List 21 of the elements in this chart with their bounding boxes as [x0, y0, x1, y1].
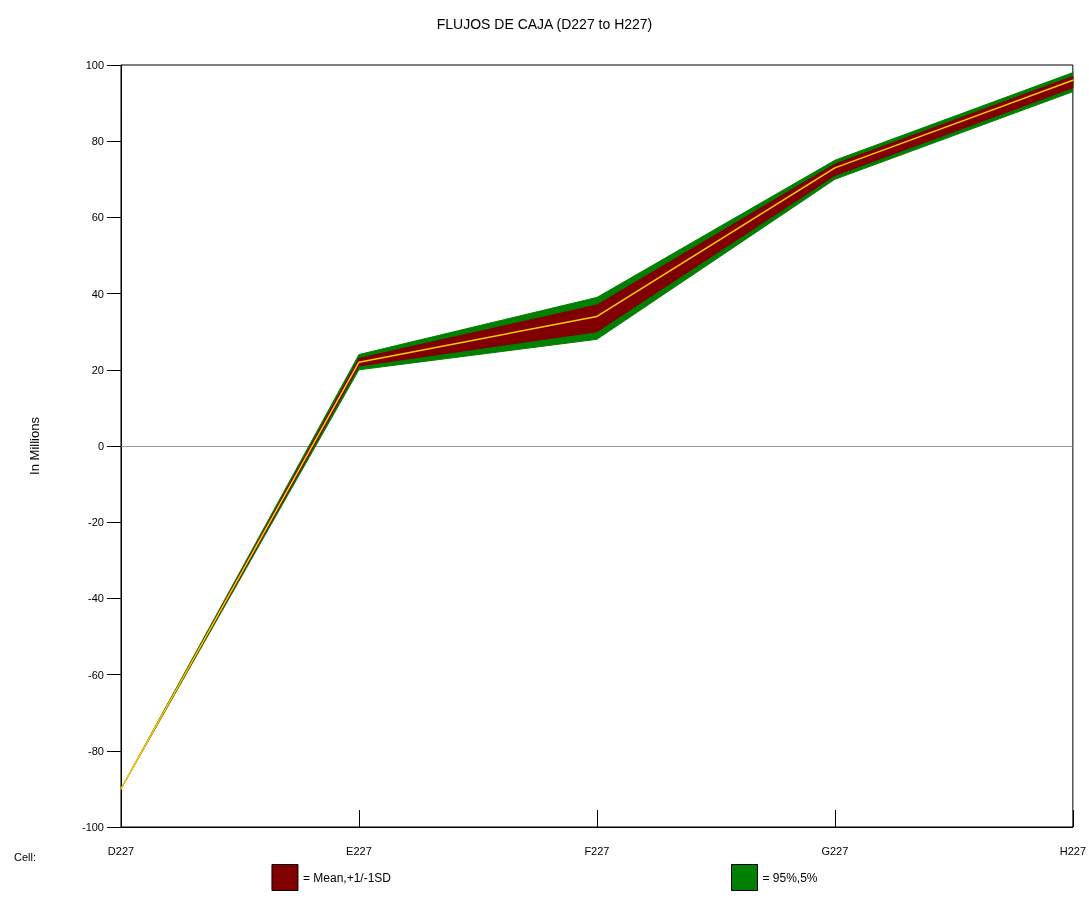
x-axis-title: Cell:	[13, 850, 36, 863]
y-tick-label: -100	[81, 821, 104, 833]
y-tick-label: 20	[91, 363, 104, 376]
y-tick-label: -20	[88, 516, 104, 529]
y-tick-label: 60	[91, 211, 104, 224]
x-tick-label: D227	[107, 844, 135, 857]
y-tick-label: 0	[97, 440, 104, 452]
legend-label: = 95%,5%	[762, 870, 818, 885]
x-tick-label: F227	[584, 844, 610, 857]
y-tick-label: -60	[88, 668, 104, 681]
x-tick-label: E227	[346, 844, 372, 857]
x-tick-label: H227	[1059, 844, 1086, 857]
legend-label: = Mean,+1/-1SD	[302, 870, 392, 885]
y-tick-label: -40	[88, 592, 104, 605]
y-tick-label: -80	[88, 744, 104, 757]
y-tick-label: 40	[91, 287, 104, 300]
y-tick-label: 80	[91, 135, 104, 148]
y-axis-title: In Millions	[27, 416, 42, 475]
y-tick-label: 100	[85, 59, 104, 71]
chart-title: FLUJOS DE CAJA (D227 to H227)	[436, 16, 653, 32]
x-tick-label: G227	[821, 844, 849, 857]
